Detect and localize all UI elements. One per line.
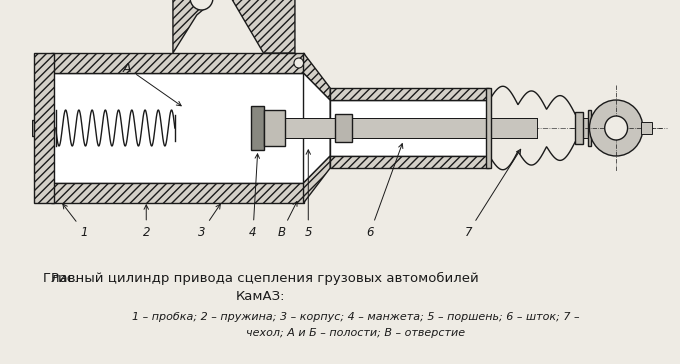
- Text: Рис.: Рис.: [51, 272, 79, 285]
- Bar: [330, 100, 490, 156]
- Text: 2: 2: [143, 205, 150, 238]
- Bar: [575, 112, 583, 144]
- Text: Б: Б: [0, 363, 1, 364]
- Bar: [486, 88, 491, 168]
- Bar: [286, 118, 537, 138]
- Polygon shape: [303, 53, 330, 100]
- Text: 6: 6: [367, 144, 403, 238]
- Bar: [51, 183, 303, 203]
- Text: 7: 7: [464, 149, 521, 238]
- Circle shape: [590, 100, 643, 156]
- Bar: [335, 114, 352, 142]
- Bar: [588, 110, 592, 146]
- Text: 1: 1: [63, 204, 88, 238]
- Bar: [251, 106, 265, 150]
- Bar: [32, 120, 37, 136]
- Text: А: А: [123, 62, 181, 106]
- Circle shape: [605, 116, 628, 140]
- Text: 1 – пробка; 2 – пружина; 3 – корпус; 4 – манжета; 5 – поршень; 6 – шток; 7 –: 1 – пробка; 2 – пружина; 3 – корпус; 4 –…: [132, 312, 580, 322]
- Bar: [265, 110, 286, 146]
- Polygon shape: [303, 156, 330, 203]
- Polygon shape: [303, 73, 330, 183]
- Text: чехол; А и Б – полости; В – отверстие: чехол; А и Б – полости; В – отверстие: [246, 328, 466, 338]
- Circle shape: [190, 0, 213, 10]
- Polygon shape: [173, 0, 295, 53]
- Text: Главный цилиндр привода сцепления грузовых автомобилей: Главный цилиндр привода сцепления грузов…: [43, 272, 479, 285]
- Bar: [51, 73, 303, 183]
- Text: КамАЗ:: КамАЗ:: [236, 290, 286, 303]
- Bar: [51, 53, 303, 73]
- Bar: [34, 53, 54, 203]
- Text: 4: 4: [250, 154, 260, 238]
- Circle shape: [294, 58, 303, 68]
- Bar: [330, 156, 490, 168]
- Bar: [330, 88, 490, 100]
- Text: 5: 5: [305, 150, 312, 238]
- Bar: [583, 118, 590, 138]
- Text: В: В: [277, 201, 297, 238]
- Bar: [641, 122, 652, 134]
- Text: 3: 3: [198, 204, 220, 238]
